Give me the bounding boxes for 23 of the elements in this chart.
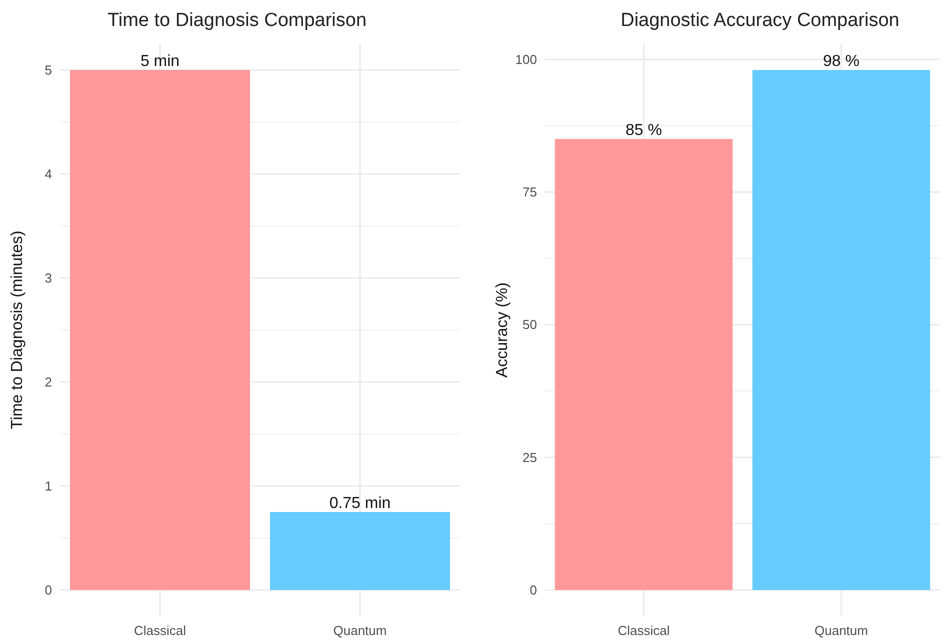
- data-label: 0.75 min: [329, 495, 391, 512]
- y-tick-label: 5: [44, 62, 52, 78]
- data-label: 5 min: [140, 53, 180, 70]
- y-tick-label: 1: [44, 478, 52, 494]
- y-axis-title: Accuracy (%): [494, 282, 511, 378]
- y-tick-label: 3: [44, 270, 52, 286]
- y-tick-label: 2: [44, 374, 52, 390]
- y-tick-label: 25: [522, 450, 537, 465]
- y-tick-label: 0: [530, 582, 537, 598]
- x-tick-label: Quantum: [333, 623, 387, 638]
- y-tick-label: 50: [522, 317, 537, 332]
- y-tick-label: 75: [522, 184, 537, 200]
- chart-title: Time to Diagnosis Comparison: [107, 10, 367, 31]
- y-tick-label: 4: [44, 166, 52, 182]
- x-tick-label: Quantum: [814, 623, 868, 638]
- chart-title: Diagnostic Accuracy Comparison: [620, 10, 900, 31]
- x-tick-label: Classical: [134, 623, 186, 638]
- y-tick-label: 100: [515, 52, 537, 67]
- y-tick-label: 0: [44, 582, 52, 598]
- data-label: 98 %: [823, 53, 860, 70]
- data-label: 85 %: [626, 122, 662, 139]
- x-tick-label: Classical: [618, 623, 670, 638]
- y-axis-title: Time to Diagnosis (minutes): [9, 230, 26, 430]
